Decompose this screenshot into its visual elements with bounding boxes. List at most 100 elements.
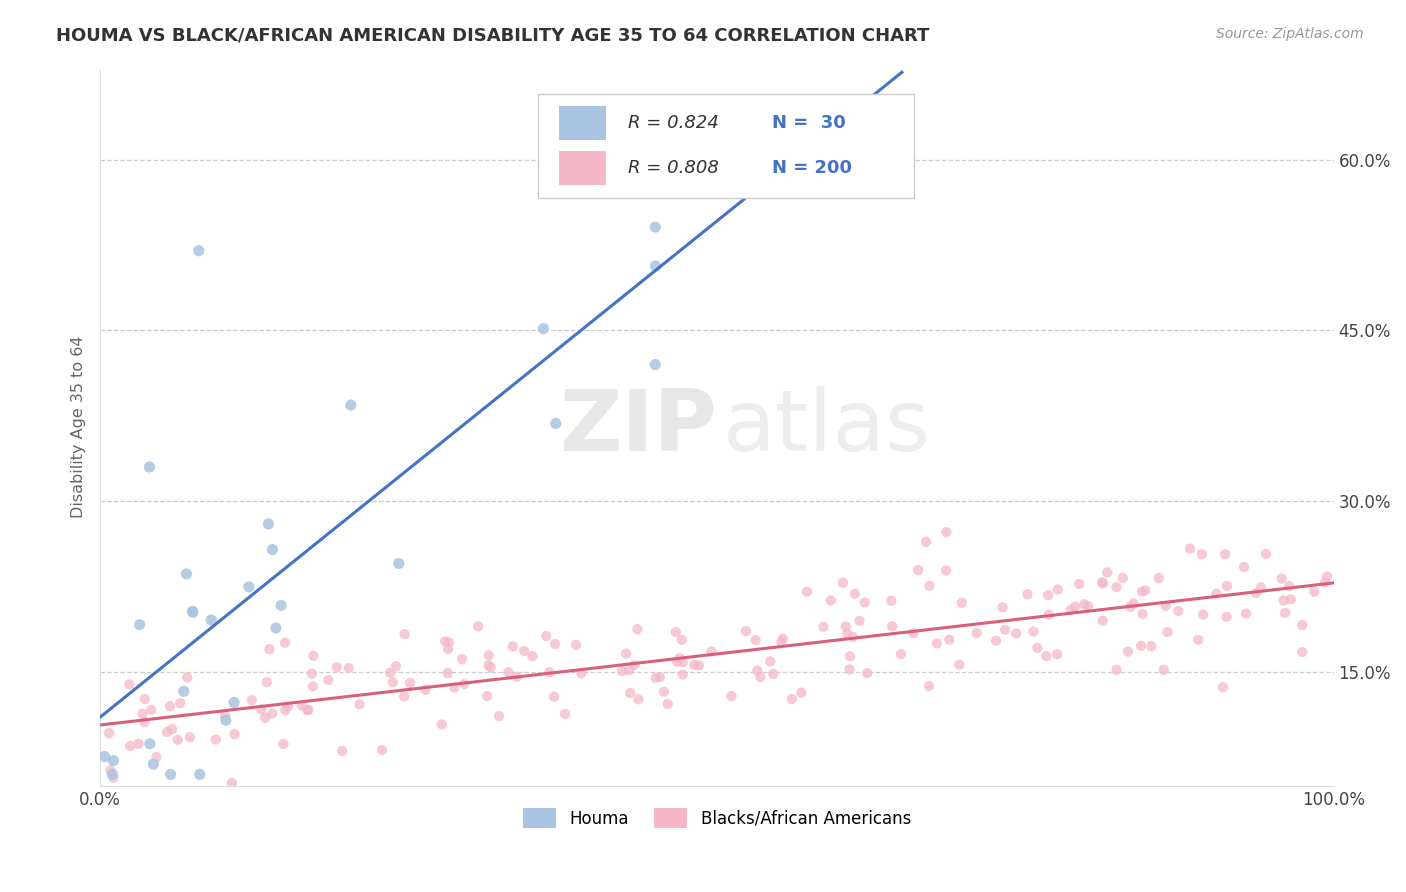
Point [1119,599,1142,614]
Point [1316,569,1339,583]
Point [1132,607,1154,621]
Point [103,771,125,785]
Point [513,644,536,658]
Point [1112,571,1135,585]
Point [1303,584,1326,599]
Text: R = 0.824: R = 0.824 [628,114,718,132]
Point [1215,609,1237,624]
Point [1022,624,1045,639]
Point [381,675,404,690]
Point [531,321,554,335]
Point [918,679,941,693]
Point [1091,575,1114,590]
Point [1178,541,1201,556]
Point [254,711,277,725]
Point [100,764,122,778]
Point [430,717,453,731]
Point [1213,547,1236,561]
Point [330,744,353,758]
Point [1156,625,1178,640]
Point [1035,649,1057,664]
Point [179,730,201,744]
Point [200,613,222,627]
Point [835,619,858,633]
Point [626,622,648,636]
Point [337,661,360,675]
Point [467,619,489,633]
Point [291,698,314,713]
Point [1046,648,1069,662]
Point [838,662,860,676]
Point [571,666,593,681]
Bar [560,151,606,186]
Point [1191,547,1213,561]
Point [1064,599,1087,614]
Point [984,633,1007,648]
Point [544,637,567,651]
Point [759,654,782,668]
Point [780,692,803,706]
Point [1333,565,1355,579]
Point [1291,618,1313,632]
Point [700,644,723,658]
Point [672,655,695,669]
Point [614,647,637,661]
Point [221,776,243,790]
Point [1272,593,1295,607]
Point [302,648,325,663]
Point [169,696,191,710]
Text: HOUMA VS BLACK/AFRICAN AMERICAN DISABILITY AGE 35 TO 64 CORRELATION CHART: HOUMA VS BLACK/AFRICAN AMERICAN DISABILI… [56,27,929,45]
Point [671,632,693,647]
Point [1278,579,1301,593]
Point [297,703,319,717]
Text: N =  30: N = 30 [772,114,846,132]
Point [627,692,650,706]
Point [1337,556,1360,570]
Point [173,684,195,698]
Point [478,648,501,663]
Point [925,636,948,650]
Point [301,666,323,681]
Point [683,657,706,672]
Point [610,664,633,678]
Point [835,626,858,640]
Point [1271,572,1294,586]
Point [1130,584,1153,599]
Legend: Houma, Blacks/African Americans: Houma, Blacks/African Americans [516,801,918,835]
Point [1073,597,1095,611]
Text: N = 200: N = 200 [772,159,852,178]
Point [188,767,211,781]
Point [856,666,879,681]
Point [1187,632,1209,647]
Point [644,220,666,235]
Point [617,663,640,677]
Point [747,664,769,678]
Point [477,689,499,703]
Point [1122,597,1144,611]
Point [103,754,125,768]
Point [1046,582,1069,597]
Point [399,676,422,690]
Point [720,689,742,703]
Point [991,600,1014,615]
Point [1147,571,1170,585]
Point [270,599,292,613]
Point [134,692,156,706]
Point [437,635,460,649]
Point [839,649,862,664]
Point [1274,606,1296,620]
Y-axis label: Disability Age 35 to 64: Disability Age 35 to 64 [72,336,86,518]
Point [134,715,156,730]
Point [623,657,645,672]
Point [1038,607,1060,622]
Point [371,743,394,757]
Point [1091,576,1114,591]
Point [948,657,970,672]
Point [744,633,766,648]
Point [652,685,675,699]
Point [437,642,460,657]
Point [145,750,167,764]
Point [950,596,973,610]
Point [477,658,499,673]
Point [1313,575,1336,590]
